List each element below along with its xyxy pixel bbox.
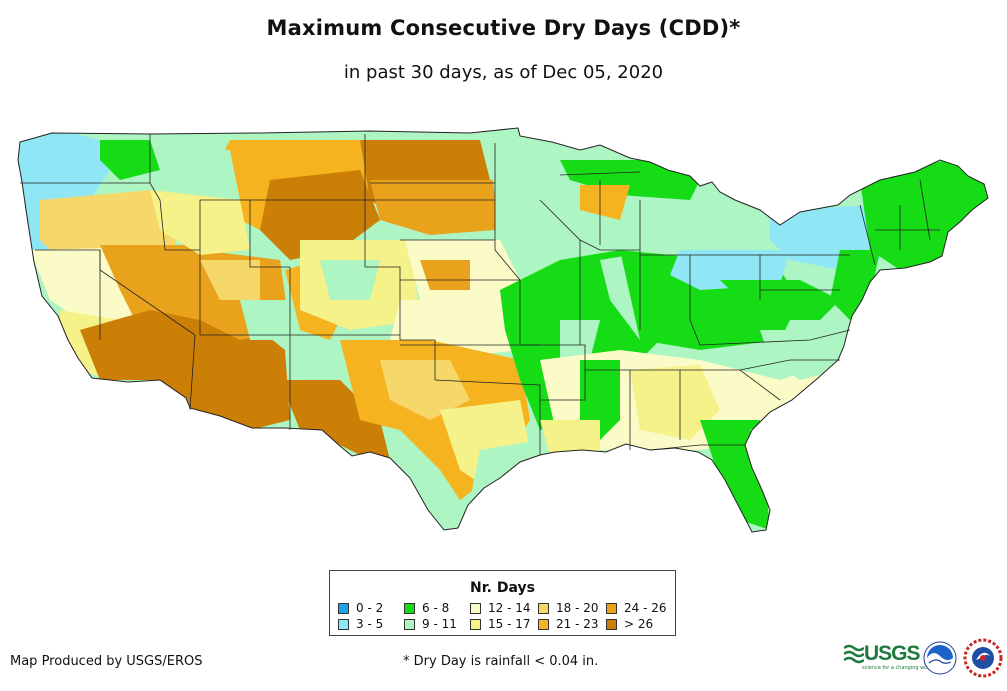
legend-swatch <box>470 602 481 614</box>
legend-label: > 26 <box>624 617 654 631</box>
legend-item: 0 - 2 <box>338 601 383 615</box>
legend-label: 15 - 17 <box>488 617 531 631</box>
legend-swatch <box>538 602 549 614</box>
footnote-text: * Dry Day is rainfall < 0.04 in. <box>403 654 599 669</box>
legend-item: 12 - 14 <box>470 601 531 615</box>
legend-label: 21 - 23 <box>556 617 599 631</box>
usgs-wordmark: USGS <box>864 642 921 665</box>
region-southwest-desert <box>80 310 290 430</box>
legend-swatch <box>470 618 481 630</box>
legend-swatch <box>606 602 617 614</box>
region-wyoming <box>260 170 380 260</box>
legend-label: 18 - 20 <box>556 601 599 615</box>
region-pacific-nw <box>18 130 110 260</box>
map-fill <box>18 128 988 532</box>
state-boundaries <box>20 134 940 455</box>
legend: Nr. Days 0 - 2 3 - 5 6 - 8 9 - 11 12 - 1… <box>329 570 676 636</box>
legend-label: 9 - 11 <box>422 617 457 631</box>
legend-item: 18 - 20 <box>538 601 599 615</box>
legend-item: 15 - 17 <box>470 617 531 631</box>
usgs-tagline: science for a changing world <box>862 665 934 671</box>
legend-label: 3 - 5 <box>356 617 384 631</box>
legend-swatch <box>338 618 349 630</box>
credit-text: Map Produced by USGS/EROS <box>10 654 203 669</box>
legend-item: 9 - 11 <box>404 617 457 631</box>
legend-item: > 26 <box>606 617 653 631</box>
legend-label: 6 - 8 <box>422 601 450 615</box>
noaa-logo-icon <box>923 641 957 675</box>
legend-item: 3 - 5 <box>338 617 383 631</box>
legend-label: 24 - 26 <box>624 601 667 615</box>
region-florida <box>700 420 770 530</box>
legend-label: 12 - 14 <box>488 601 531 615</box>
legend-swatch <box>404 602 415 614</box>
legend-swatch <box>606 618 617 630</box>
usgs-wave-icon <box>844 644 864 664</box>
legend-item: 21 - 23 <box>538 617 599 631</box>
legend-swatch <box>538 618 549 630</box>
legend-item: 6 - 8 <box>404 601 449 615</box>
map-title: Maximum Consecutive Dry Days (CDD)* <box>266 16 741 40</box>
legend-title: Nr. Days <box>470 580 535 596</box>
legend-swatch <box>338 602 349 614</box>
legend-item: 24 - 26 <box>606 601 667 615</box>
legend-label: 0 - 2 <box>356 601 384 615</box>
usgs-logo: USGS science for a changing world <box>844 642 934 672</box>
map-subtitle: in past 30 days, as of Dec 05, 2020 <box>343 62 664 83</box>
us-cdd-map <box>17 127 989 533</box>
nws-logo-icon <box>963 638 1003 678</box>
legend-swatch <box>404 618 415 630</box>
